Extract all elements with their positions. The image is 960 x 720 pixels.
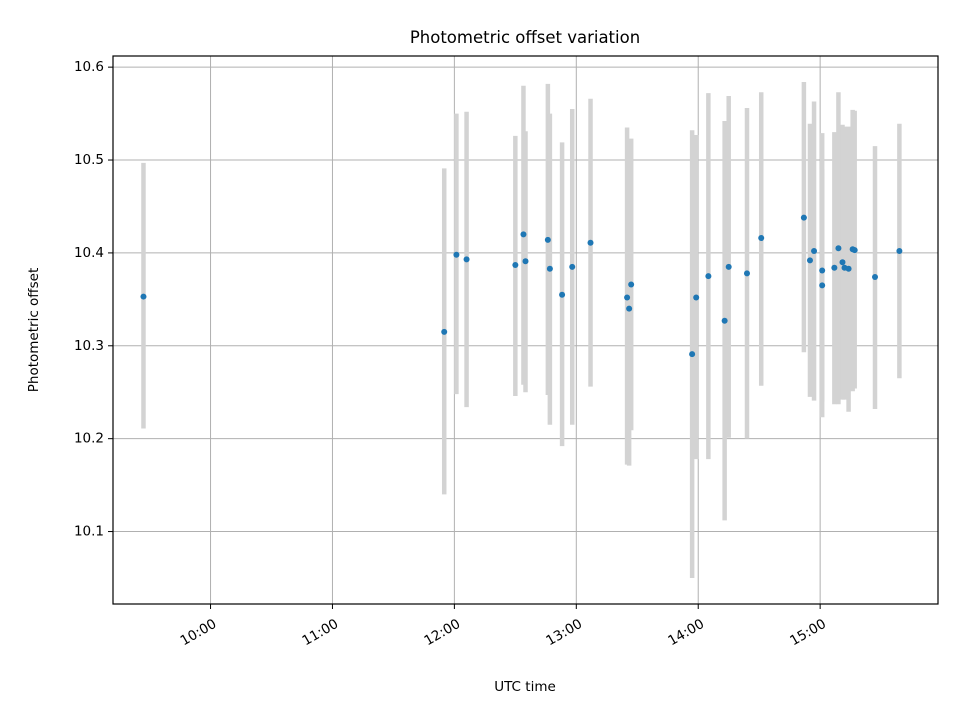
data-point [546, 265, 553, 272]
x-tick-label: 12:00 [421, 616, 463, 649]
data-point [441, 328, 448, 335]
data-point [624, 294, 631, 301]
y-tick-label: 10.2 [74, 431, 104, 447]
data-point [835, 245, 842, 252]
data-point [628, 281, 635, 288]
data-point [522, 258, 529, 265]
y-tick-label: 10.5 [74, 152, 104, 168]
data-point [520, 231, 527, 238]
error-bars [141, 82, 902, 578]
data-point [569, 263, 576, 270]
data-point [819, 267, 826, 274]
data-point [463, 256, 470, 263]
data-point [758, 235, 765, 242]
data-point [705, 273, 712, 280]
x-tick-label: 13:00 [543, 616, 585, 649]
data-point [872, 274, 879, 281]
x-tick-label: 15:00 [787, 616, 829, 649]
chart-title: Photometric offset variation [410, 28, 640, 47]
y-tick-label: 10.6 [74, 59, 104, 75]
data-point [845, 265, 852, 272]
data-point [626, 305, 633, 312]
x-tick-label: 11:00 [300, 616, 342, 649]
x-axis-label: UTC time [494, 679, 556, 695]
data-point [693, 294, 700, 301]
data-point [819, 282, 826, 289]
y-tick-label: 10.3 [74, 338, 104, 354]
data-point [689, 351, 696, 358]
data-point [559, 291, 566, 298]
data-point [839, 259, 846, 266]
y-tick-label: 10.1 [74, 524, 104, 540]
data-point [806, 257, 813, 264]
data-point [851, 247, 858, 254]
data-point [544, 236, 551, 243]
data-point [587, 239, 594, 246]
data-point [725, 263, 732, 270]
data-point [512, 261, 519, 268]
y-axis-label: Photometric offset [26, 268, 42, 392]
data-point [831, 264, 838, 271]
data-point [721, 317, 728, 324]
data-point [743, 270, 750, 277]
ticks: 10:00 11:00 12:00 13:00 14:00 15:00 10.1 10.2 10… [74, 59, 829, 649]
plot-frame [112, 55, 939, 605]
data-point [800, 214, 807, 221]
data-point [811, 248, 818, 255]
x-tick-label: 10:00 [178, 616, 220, 649]
x-tick-label: 14:00 [665, 616, 707, 649]
y-tick-label: 10.4 [74, 245, 104, 261]
data-point [453, 251, 460, 258]
data-point [896, 248, 903, 255]
data-point [140, 293, 147, 300]
data-points [140, 214, 903, 358]
